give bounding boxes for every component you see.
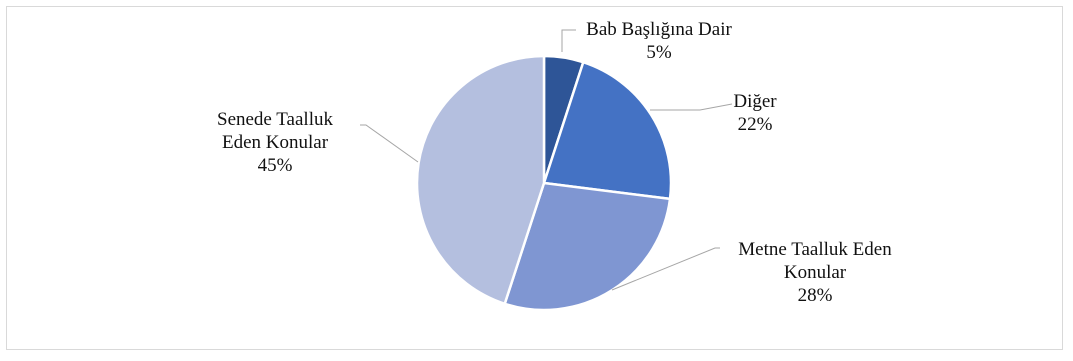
slice-percent: 5% (646, 42, 672, 63)
data-label-bab-basligina-dair: Bab Başlığına Dair 5% (564, 18, 754, 64)
slice-percent: 22% (737, 114, 773, 135)
leader-lines (360, 29, 733, 291)
data-label-metne-taalluk-eden-konular: Metne Taalluk Eden Konular 28% (710, 238, 920, 307)
leader-line-senede-taalluk (360, 124, 419, 163)
slice-diger (542, 60, 673, 201)
slice-percent: 45% (257, 155, 293, 176)
slice-label-line-2: Eden Konular (221, 132, 329, 153)
slice-percent: 28% (797, 285, 833, 306)
slice-label-line-2: Konular (783, 262, 847, 283)
slice-metne-taalluk-eden-konular (503, 181, 672, 312)
pie-slices (415, 54, 673, 312)
leader-line-diger (650, 103, 733, 111)
leader-line-bab-basligina-dair (561, 29, 576, 52)
slice-senede-taalluk-eden-konular (415, 54, 546, 306)
leader-line-metne-taalluk (611, 247, 720, 291)
data-label-diger: Diğer 22% (700, 90, 810, 136)
slice-label: Bab Başlığına Dair (586, 19, 732, 40)
slice-label: Diğer (733, 91, 777, 112)
slice-label-line-1: Metne Taalluk Eden (738, 239, 892, 260)
slice-label-line-1: Senede Taalluk (217, 109, 333, 130)
data-label-senede-taalluk-eden-konular: Senede Taalluk Eden Konular 45% (190, 108, 360, 177)
